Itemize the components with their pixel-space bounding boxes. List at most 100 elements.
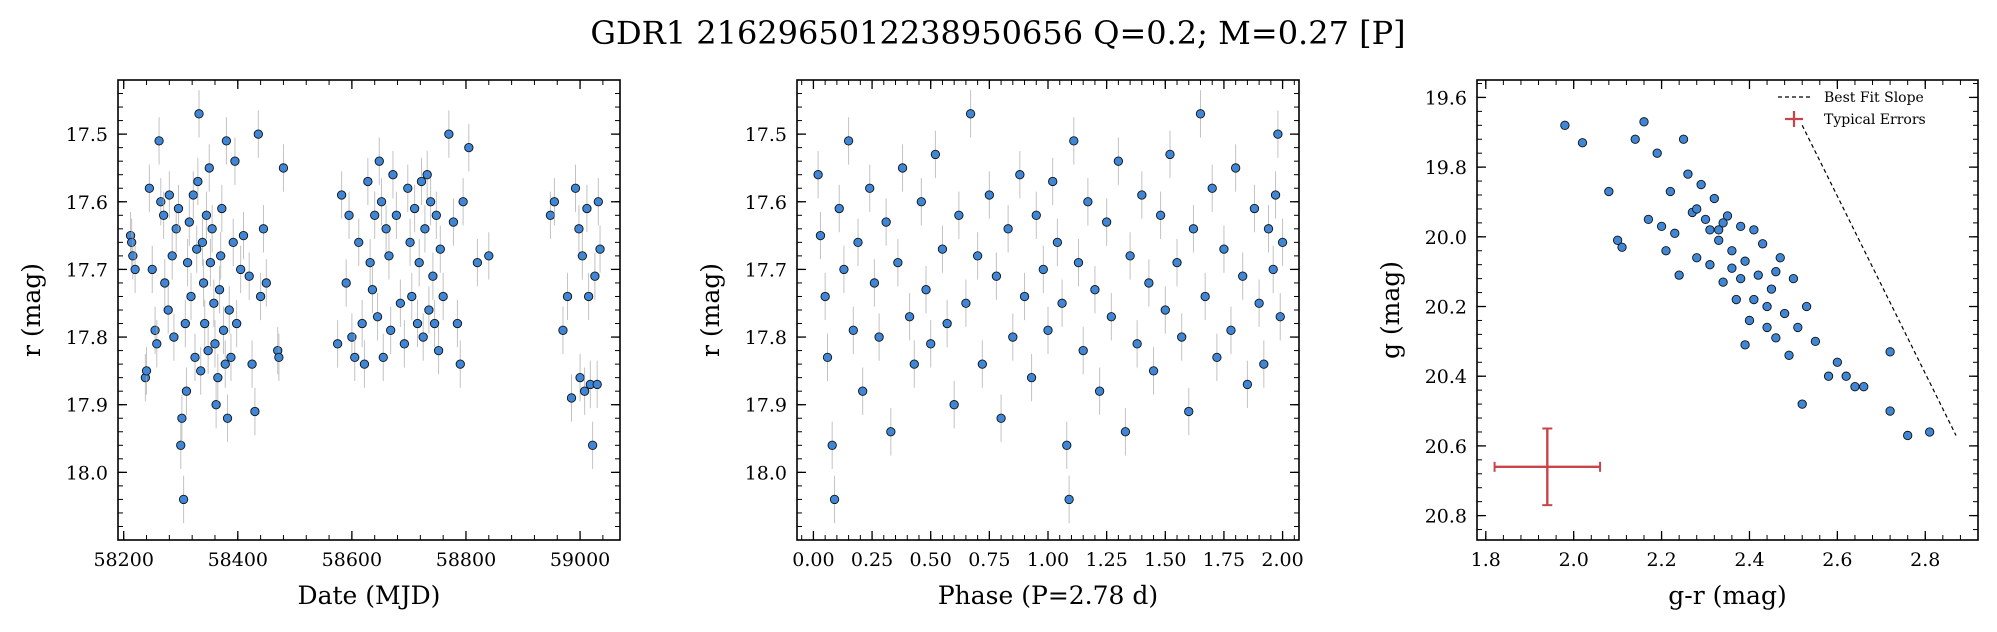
data-point: [253, 129, 263, 139]
data-point: [214, 285, 225, 295]
data-point: [1273, 129, 1283, 139]
data-point: [1057, 298, 1067, 308]
data-point: [164, 190, 174, 200]
data-point: [152, 339, 162, 349]
y-tick-label: 18.0: [66, 462, 108, 484]
data-point: [570, 183, 581, 193]
y-axis-label: r (mag): [696, 263, 725, 357]
data-point: [198, 278, 209, 288]
y-tick-label: 17.5: [745, 124, 787, 146]
data-point: [376, 197, 387, 207]
figure-title: GDR1 2162965012238950656 Q=0.2; M=0.27 […: [590, 14, 1405, 52]
data-point: [1069, 136, 1079, 146]
data-point: [193, 176, 203, 187]
data-point: [218, 325, 229, 335]
data-point: [1771, 333, 1781, 343]
data-point: [438, 291, 448, 302]
data-point: [1630, 134, 1640, 144]
x-tick-label: 2.4: [1734, 549, 1764, 571]
data-point: [150, 325, 160, 335]
data-point: [180, 318, 190, 329]
data-point: [156, 197, 166, 207]
data-point: [1064, 494, 1074, 505]
data-point: [1652, 148, 1662, 158]
data-point: [336, 190, 347, 200]
data-point: [930, 149, 941, 160]
data-point: [575, 372, 585, 383]
x-tick-label: 1.8: [1471, 549, 1501, 571]
data-point: [203, 345, 213, 356]
data-point: [1231, 163, 1241, 173]
data-point: [1793, 322, 1803, 333]
data-point: [1062, 440, 1072, 450]
data-point: [184, 217, 194, 227]
data-point: [996, 413, 1006, 423]
data-point: [1692, 253, 1702, 263]
data-point: [127, 237, 137, 248]
data-point: [207, 224, 217, 234]
y-axis-label: r (mag): [17, 263, 46, 357]
data-point: [204, 163, 214, 173]
data-point: [593, 197, 603, 207]
data-point: [843, 136, 854, 146]
data-point: [1683, 169, 1693, 179]
data-point: [1083, 197, 1093, 207]
data-point: [916, 197, 926, 207]
x-tick-label: 59000: [550, 549, 610, 571]
data-point: [1762, 301, 1772, 312]
data-point: [1714, 235, 1724, 245]
y-tick-label: 17.9: [66, 395, 108, 417]
data-point: [977, 359, 987, 369]
data-point: [1038, 264, 1048, 275]
x-tick-label: 58400: [208, 549, 268, 571]
data-point: [1925, 427, 1935, 437]
data-point: [834, 203, 844, 214]
x-tick-label: 0.00: [792, 549, 834, 571]
data-point: [435, 244, 445, 254]
data-point: [428, 271, 438, 281]
data-point: [177, 413, 187, 423]
data-point: [1740, 256, 1750, 266]
panel-light-curve: 58200 58400 58600 58800 59000 17.5 17.6 17.7 17.…: [17, 79, 621, 610]
data-point: [205, 257, 216, 268]
data-point: [1263, 224, 1274, 234]
data-point: [217, 203, 227, 214]
data-point: [220, 359, 230, 369]
data-point: [1700, 214, 1711, 225]
data-point: [160, 278, 170, 288]
x-axis-label: g-r (mag): [1668, 581, 1786, 610]
data-point: [1665, 186, 1676, 197]
y-tick-label: 20.6: [1425, 436, 1467, 458]
data-point: [549, 197, 560, 207]
data-point: [827, 440, 837, 450]
data-point: [1661, 246, 1671, 256]
data-point: [405, 237, 415, 248]
data-point: [420, 224, 430, 234]
y-tick-label: 19.6: [1425, 87, 1467, 109]
data-point: [1148, 366, 1159, 376]
data-point: [1705, 260, 1715, 270]
data-point: [1612, 235, 1623, 245]
data-point: [595, 244, 605, 254]
data-point: [425, 197, 436, 207]
data-point: [893, 257, 903, 268]
data-point: [412, 318, 423, 329]
y-tick-label: 17.6: [745, 192, 787, 214]
data-point: [332, 339, 343, 349]
data-point: [829, 494, 840, 505]
data-point: [562, 291, 573, 302]
data-point: [181, 386, 192, 396]
data-point: [359, 359, 370, 369]
data-point: [1226, 325, 1236, 335]
x-tick-label: 0.25: [851, 549, 893, 571]
data-point: [372, 312, 383, 322]
data-point: [1188, 224, 1199, 234]
data-point: [1736, 273, 1746, 284]
data-point: [171, 224, 181, 234]
data-point: [1766, 284, 1777, 294]
best-fit-slope-line: [1801, 125, 1957, 436]
data-point: [1722, 211, 1733, 221]
data-point: [1137, 190, 1147, 200]
x-tick-label: 1.25: [1085, 549, 1127, 571]
data-point: [484, 251, 494, 261]
